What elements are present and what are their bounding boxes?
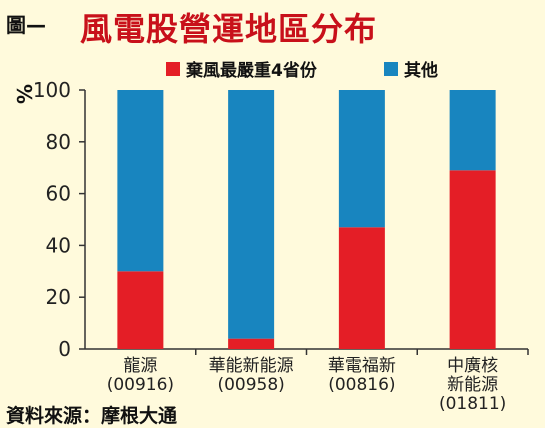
bar-segment-blue xyxy=(117,90,164,272)
y-tick-label: 60 xyxy=(46,182,71,206)
x-category-label: (00916) xyxy=(107,375,174,395)
legend-swatch-red xyxy=(166,61,180,76)
source-note: 資料來源：摩根大通 xyxy=(6,405,178,427)
x-category-label: 龍源 xyxy=(123,356,157,376)
x-category-label: 中廣核 xyxy=(447,356,498,376)
chart-title: 風電股營運地區分布 xyxy=(80,10,378,48)
y-tick-label: 100 xyxy=(33,78,71,102)
y-tick-label: 0 xyxy=(58,337,71,361)
x-category-label: 新能源 xyxy=(447,375,498,395)
y-tick-label: 80 xyxy=(46,130,71,154)
x-category-label: (00958) xyxy=(217,375,284,395)
legend-label-red: 棄風最嚴重4省份 xyxy=(186,61,317,81)
bar-segment-blue xyxy=(449,90,496,171)
legend-item-blue: 其他 xyxy=(384,56,438,81)
bar-segment-blue xyxy=(338,90,385,228)
figure-label: 圖— xyxy=(6,13,46,37)
x-category-label: (01811) xyxy=(439,394,506,414)
bar-segment-red xyxy=(449,170,496,349)
x-category-label: 華電福新 xyxy=(328,356,396,376)
x-category-label: 華能新能源 xyxy=(209,356,294,376)
legend-swatch-blue xyxy=(384,61,398,76)
legend: 棄風最嚴重4省份 其他 xyxy=(0,56,545,82)
x-category-label: (00816) xyxy=(328,375,395,395)
legend-label-blue: 其他 xyxy=(404,61,438,81)
header: 圖— 風電股營運地區分布 xyxy=(0,0,545,50)
bar-segment-blue xyxy=(228,90,275,339)
y-tick-label: 40 xyxy=(46,233,71,257)
legend-item-red: 棄風最嚴重4省份 xyxy=(166,56,317,81)
bar-segment-red xyxy=(117,271,164,349)
y-axis-unit: % xyxy=(12,84,36,105)
bar-segment-red xyxy=(228,338,275,349)
bar-segment-red xyxy=(338,227,385,349)
y-tick-label: 20 xyxy=(46,285,71,309)
